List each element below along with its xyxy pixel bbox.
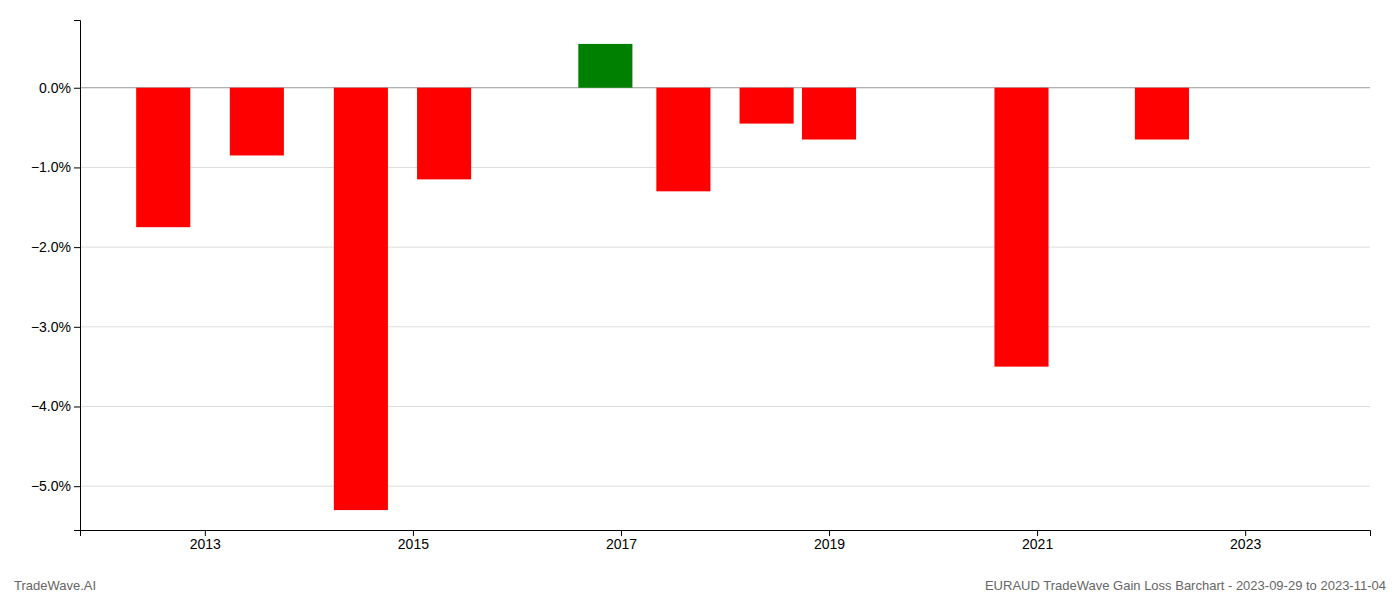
x-tick-label: 2013 (190, 536, 221, 552)
grid-line (80, 486, 1370, 487)
y-axis-line (74, 21, 81, 531)
x-tick: 2013 (190, 530, 221, 552)
y-tick-mark (74, 247, 80, 248)
chart: 2013 2015 2017 2019 2021 2023 0.0% −1.0% −2.0% −3… (0, 0, 1400, 600)
x-tick-label: 2023 (1230, 536, 1261, 552)
grid-line (80, 406, 1370, 407)
bar (578, 44, 632, 88)
y-tick: −2.0% (31, 239, 80, 255)
footer-right: EURAUD TradeWave Gain Loss Barchart - 20… (985, 578, 1386, 593)
y-tick-label: −3.0% (31, 319, 71, 335)
y-tick-mark (74, 406, 80, 407)
y-tick-label: −4.0% (31, 398, 71, 414)
x-tick-label: 2021 (1022, 536, 1053, 552)
bar (1135, 88, 1189, 140)
y-tick-label: −2.0% (31, 239, 71, 255)
bar (334, 88, 388, 510)
grid-line (80, 326, 1370, 327)
y-tick: −4.0% (31, 398, 80, 414)
y-tick-mark (74, 167, 80, 168)
y-tick-label: 0.0% (39, 80, 71, 96)
x-tick: 2015 (398, 530, 429, 552)
y-axis: 0.0% −1.0% −2.0% −3.0% −4.0% −5.0% (31, 21, 81, 531)
y-tick: −3.0% (31, 319, 80, 335)
footer-left: TradeWave.AI (14, 578, 96, 593)
x-tick: 2019 (814, 530, 845, 552)
grid-line (80, 167, 1370, 168)
bar (802, 88, 856, 140)
x-axis-line (81, 531, 1371, 537)
y-tick: 0.0% (39, 80, 80, 96)
x-tick: 2021 (1022, 530, 1053, 552)
x-axis: 2013 2015 2017 2019 2021 2023 (81, 530, 1371, 552)
bar (994, 88, 1048, 367)
grid (80, 88, 1370, 486)
y-tick-mark (74, 327, 80, 328)
bar (740, 88, 794, 124)
x-tick: 2023 (1230, 530, 1261, 552)
y-tick-mark (74, 88, 80, 89)
x-tick-label: 2015 (398, 536, 429, 552)
bar (656, 88, 710, 192)
x-tick: 2017 (606, 530, 637, 552)
y-tick: −5.0% (31, 478, 80, 494)
x-tick-label: 2019 (814, 536, 845, 552)
bar (417, 88, 471, 180)
bar (230, 88, 284, 156)
y-tick-label: −5.0% (31, 478, 71, 494)
x-tick-label: 2017 (606, 536, 637, 552)
grid-line (80, 247, 1370, 248)
y-tick-label: −1.0% (31, 159, 71, 175)
y-tick-mark (74, 486, 80, 487)
bar (136, 88, 190, 227)
bars (136, 44, 1189, 510)
y-tick: −1.0% (31, 159, 80, 175)
